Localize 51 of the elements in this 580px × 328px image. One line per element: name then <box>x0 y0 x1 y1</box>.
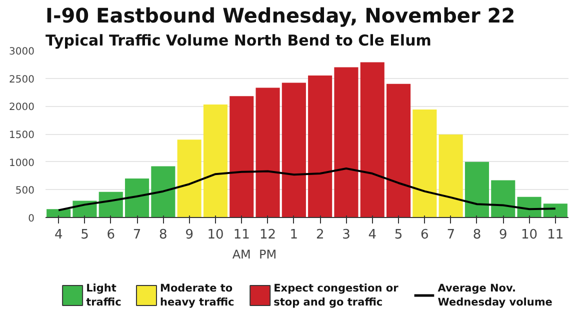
y-tick-label: 1500 <box>9 130 35 141</box>
bar <box>151 166 176 218</box>
y-tick-label: 500 <box>15 186 35 197</box>
x-tick-label: 6 <box>106 228 116 242</box>
legend-label: Moderate to heavy traffic <box>160 282 234 309</box>
x-tick-label: 7 <box>132 228 142 242</box>
y-tick-label: 2500 <box>9 74 35 86</box>
chart-title: I-90 Eastbound Wednesday, November 22 <box>46 4 516 28</box>
x-tick-label: 5 <box>394 228 403 242</box>
x-tick-label: 12 <box>260 228 276 242</box>
bar <box>386 84 411 218</box>
line-series <box>58 168 556 212</box>
x-tick-label: 8 <box>472 228 482 242</box>
bar <box>412 110 437 218</box>
legend-label: Light traffic <box>86 282 122 309</box>
x-tick-label: 3 <box>342 228 350 242</box>
bar <box>177 140 202 218</box>
x-tick-label: 9 <box>185 228 194 242</box>
bar <box>491 180 516 218</box>
y-tick-label: 0 <box>28 214 35 224</box>
chart-subtitle: Typical Traffic Volume North Bend to Cle Elum <box>46 32 432 50</box>
bar <box>308 76 332 218</box>
x-tick-label: 2 <box>316 228 324 242</box>
bar <box>334 67 358 218</box>
bar <box>124 178 150 218</box>
x-tick-label: 9 <box>498 228 508 242</box>
legend-label: Expect congestion or stop and go traffic <box>274 282 400 309</box>
x-tick-label: 10 <box>521 228 538 242</box>
x-tick-label: 6 <box>420 228 429 242</box>
x-tick-label: 10 <box>207 228 224 242</box>
x-tick-label: 4 <box>54 228 63 242</box>
bar <box>360 62 384 218</box>
x-tick-label: 11 <box>547 228 564 242</box>
text: AM <box>232 248 251 262</box>
y-tick-label: 3000 <box>9 46 35 58</box>
bar <box>230 96 254 218</box>
x-tick-label: 7 <box>446 228 455 242</box>
bar <box>438 134 463 218</box>
legend-label: Average Nov. Wednesday volume <box>438 282 552 309</box>
bar <box>256 88 280 218</box>
y-tick-label: 1000 <box>9 158 35 169</box>
x-tick-label: 5 <box>80 228 89 242</box>
x-tick-label: 1 <box>290 228 298 242</box>
bar <box>203 104 228 218</box>
x-tick-label: 4 <box>368 228 377 242</box>
x-tick-label: 11 <box>233 228 250 242</box>
bar <box>282 82 306 218</box>
text: PM <box>258 248 277 262</box>
x-tick-label: 8 <box>159 228 168 242</box>
bar <box>464 162 490 218</box>
y-tick-label: 2000 <box>9 102 35 114</box>
